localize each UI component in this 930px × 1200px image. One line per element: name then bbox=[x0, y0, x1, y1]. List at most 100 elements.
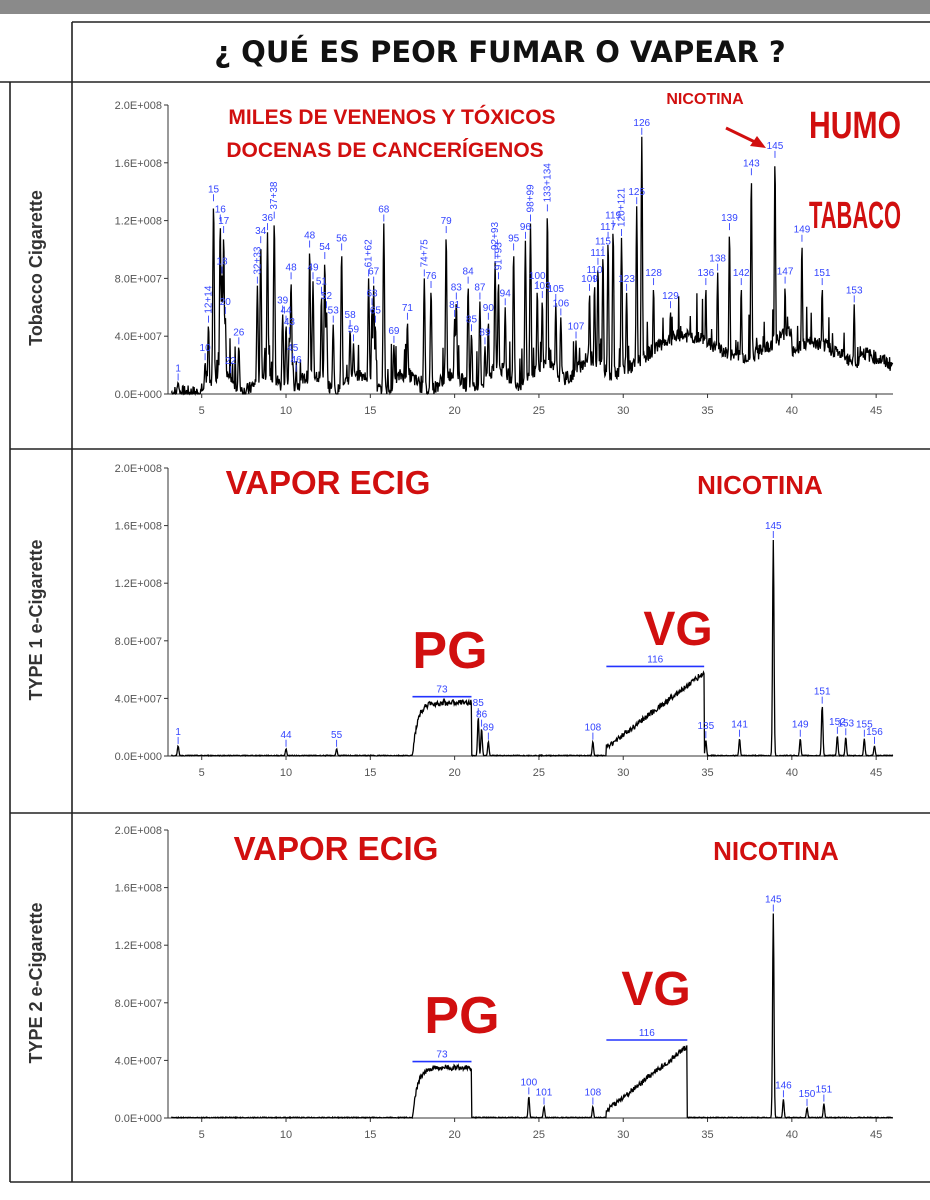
peak-label: 54 bbox=[319, 242, 331, 253]
chart-panel-3: TYPE 2 e-Cigarette 0.0E+000 4.0E+007 8.0E+0… bbox=[26, 825, 894, 1141]
frame-lines bbox=[0, 21, 930, 1183]
x-tick-label: 5 bbox=[199, 767, 205, 779]
x-tick-label: 15 bbox=[364, 1129, 376, 1141]
peak-label: 123 bbox=[618, 274, 635, 285]
peak-label: 52 bbox=[321, 291, 333, 302]
x-tick-label: 15 bbox=[364, 767, 376, 779]
peak-label: 74+75 bbox=[419, 239, 430, 268]
peak-label: 94 bbox=[500, 288, 512, 299]
peak-label: 44 bbox=[280, 730, 292, 741]
x-tick-label: 35 bbox=[701, 405, 713, 417]
arrow-head bbox=[750, 136, 766, 148]
annotation-text: PG bbox=[412, 622, 487, 680]
peak-label: 107 bbox=[568, 322, 585, 333]
peak-label: 87 bbox=[474, 283, 486, 294]
peak-label: 91+93 bbox=[493, 242, 504, 271]
peak-label: 36 bbox=[262, 213, 274, 224]
y-tick-label: 0.0E+000 bbox=[115, 751, 162, 763]
x-tick-label: 45 bbox=[870, 767, 882, 779]
y-tick-label: 2.0E+008 bbox=[115, 100, 162, 112]
peak-label: 117 bbox=[600, 222, 616, 233]
peak-label: 26 bbox=[233, 327, 245, 338]
peak-label: 51 bbox=[316, 277, 328, 288]
y-tick-label: 4.0E+007 bbox=[115, 1055, 162, 1067]
annotation-text: VAPOR ECIG bbox=[226, 464, 431, 501]
y-axis-label: TYPE 1 e-Cigarette bbox=[26, 539, 46, 700]
peak-label: 68 bbox=[378, 204, 390, 215]
peak-label: 105 bbox=[547, 284, 564, 295]
peak-label: 53 bbox=[328, 306, 340, 317]
y-tick-label: 4.0E+007 bbox=[115, 331, 162, 343]
peak-label: 83 bbox=[451, 283, 463, 294]
peak-label: 67 bbox=[368, 267, 380, 278]
peak-label: 126 bbox=[633, 118, 650, 129]
x-tick-label: 20 bbox=[449, 405, 461, 417]
peak-label: 151 bbox=[814, 687, 831, 698]
peak-label: 142 bbox=[733, 268, 750, 279]
x-tick-label: 10 bbox=[280, 767, 292, 779]
y-axis-label: TYPE 2 e-Cigarette bbox=[26, 902, 46, 1063]
chart-panels: Tobacco Cigarette 0.0E+000 4.0E+007 8.0E+00… bbox=[26, 91, 901, 1141]
band-label: 73 bbox=[436, 1050, 448, 1061]
peak-label: 69 bbox=[388, 326, 400, 337]
x-tick-label: 45 bbox=[870, 1129, 882, 1141]
peak-label: 89 bbox=[483, 723, 495, 734]
peak-label: 100 bbox=[529, 271, 546, 282]
y-tick-label: 8.0E+007 bbox=[115, 636, 162, 648]
peak-label: 101 bbox=[536, 1087, 553, 1098]
band-label: 73 bbox=[436, 685, 448, 696]
peak-label: 48 bbox=[286, 262, 298, 273]
annotation-text: NICOTINA bbox=[697, 470, 823, 500]
y-tick-label: 4.0E+007 bbox=[115, 693, 162, 705]
x-tick-label: 25 bbox=[533, 767, 545, 779]
top-gray-bar bbox=[0, 0, 930, 14]
peak-label: 84 bbox=[463, 267, 475, 278]
peak-label: 1 bbox=[175, 363, 181, 374]
peak-label: 17 bbox=[218, 216, 230, 227]
peak-label: 95 bbox=[508, 233, 520, 244]
peak-label: 55 bbox=[331, 730, 343, 741]
peak-label: 61+62 bbox=[364, 239, 375, 268]
page-title: ¿ QUÉ ES PEOR FUMAR O VAPEAR ? bbox=[214, 35, 785, 69]
peak-label: 18 bbox=[216, 257, 228, 268]
y-tick-label: 1.2E+008 bbox=[115, 940, 162, 952]
annotation-text: NICOTINA bbox=[666, 91, 744, 108]
peak-label: 106 bbox=[553, 298, 570, 309]
peak-label: 71 bbox=[402, 303, 414, 314]
y-tick-label: 2.0E+008 bbox=[115, 825, 162, 837]
chart-panel-1: Tobacco Cigarette 0.0E+000 4.0E+007 8.0E+00… bbox=[26, 91, 901, 417]
y-tick-label: 0.0E+000 bbox=[115, 1113, 162, 1125]
band-label: 116 bbox=[647, 654, 663, 665]
peak-label: 32+33 bbox=[252, 246, 263, 275]
x-tick-label: 30 bbox=[617, 1129, 629, 1141]
peak-label: 34 bbox=[255, 226, 267, 237]
x-tick-label: 25 bbox=[533, 405, 545, 417]
peak-label: 86 bbox=[476, 710, 488, 721]
peak-label: 146 bbox=[775, 1080, 792, 1091]
peak-label: 103 bbox=[534, 281, 551, 292]
y-axis-label: Tobacco Cigarette bbox=[26, 190, 46, 346]
peak-label: 150 bbox=[799, 1089, 816, 1100]
y-tick-label: 8.0E+007 bbox=[115, 273, 162, 285]
peak-label: 152 bbox=[829, 717, 846, 728]
x-tick-label: 45 bbox=[870, 405, 882, 417]
peak-label: 110 bbox=[587, 265, 603, 276]
annotation-text: TABACO bbox=[809, 195, 901, 237]
chart-panel-2: TYPE 1 e-Cigarette 0.0E+000 4.0E+007 8.0E+0… bbox=[26, 463, 894, 779]
peak-label: 153 bbox=[837, 718, 854, 729]
peak-label: 109 bbox=[581, 274, 598, 285]
chromatogram-trace bbox=[170, 136, 894, 396]
peak-label: 149 bbox=[792, 720, 809, 731]
peak-label: 145 bbox=[767, 141, 784, 152]
peak-label: 96 bbox=[520, 222, 532, 233]
chromatogram-trace bbox=[170, 913, 894, 1120]
peak-label: 48 bbox=[304, 231, 316, 242]
peak-label: 16 bbox=[215, 204, 227, 215]
y-tick-label: 2.0E+008 bbox=[115, 463, 162, 475]
peak-label: 108 bbox=[585, 723, 602, 734]
peak-label: 44 bbox=[280, 306, 292, 317]
y-tick-label: 1.2E+008 bbox=[115, 216, 162, 228]
x-tick-label: 40 bbox=[786, 767, 798, 779]
x-tick-label: 40 bbox=[786, 405, 798, 417]
